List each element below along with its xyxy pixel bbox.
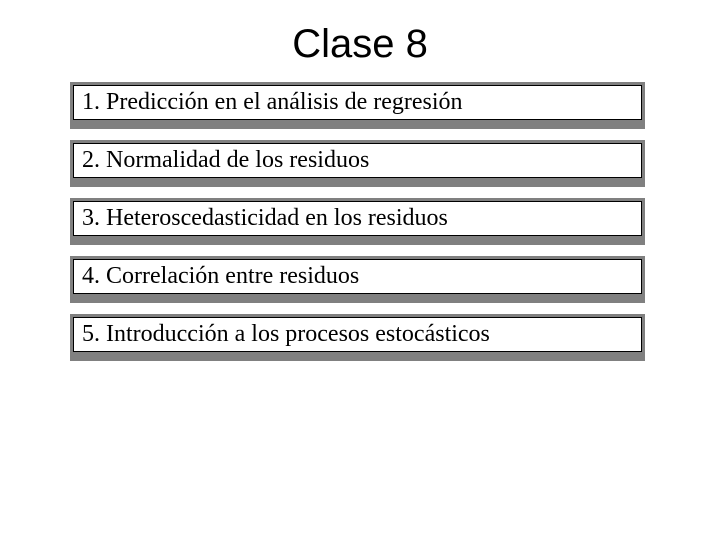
list-item-label: 5. Introducción a los procesos estocásti…: [73, 317, 642, 352]
page-title: Clase 8: [0, 22, 720, 67]
list-item: 2. Normalidad de los residuos: [70, 140, 645, 187]
list-item-label: 3. Heteroscedasticidad en los residuos: [73, 201, 642, 236]
topic-list: 1. Predicción en el análisis de regresió…: [70, 82, 645, 372]
list-item-label: 2. Normalidad de los residuos: [73, 143, 642, 178]
list-item: 5. Introducción a los procesos estocásti…: [70, 314, 645, 361]
list-item: 4. Correlación entre residuos: [70, 256, 645, 303]
list-item: 3. Heteroscedasticidad en los residuos: [70, 198, 645, 245]
list-item-label: 1. Predicción en el análisis de regresió…: [73, 85, 642, 120]
list-item: 1. Predicción en el análisis de regresió…: [70, 82, 645, 129]
list-item-label: 4. Correlación entre residuos: [73, 259, 642, 294]
